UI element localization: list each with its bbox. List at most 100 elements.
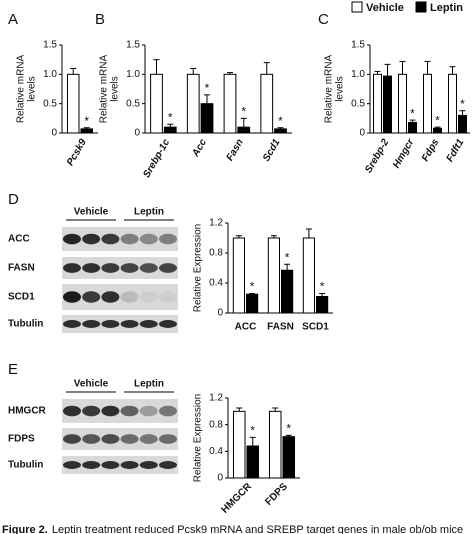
significance-label: *: [410, 106, 415, 120]
bar: [268, 410, 282, 479]
y-tick-label: 0.5: [43, 98, 57, 109]
x-tick-label: Hmgcr: [391, 136, 417, 170]
bar: [398, 73, 407, 134]
legend-label: Leptin: [430, 2, 463, 14]
blot-band: [101, 263, 120, 273]
blot-band: [159, 461, 177, 469]
blot-group-label: Leptin: [134, 379, 164, 390]
x-tick-label: ACC: [235, 322, 257, 333]
blot-row-label: SCD1: [8, 292, 35, 303]
panel-label: E: [8, 361, 18, 378]
bar: [373, 73, 382, 134]
bar: [448, 73, 457, 134]
y-axis-label: levels: [335, 76, 346, 102]
blot-band: [139, 263, 158, 273]
y-tick-label: 1.2: [209, 393, 223, 404]
y-axis-label: Relative mRNA: [16, 55, 27, 124]
blot-band: [159, 434, 177, 444]
bar: [260, 73, 274, 134]
blot-band: [120, 320, 139, 328]
significance-label: *: [460, 97, 465, 111]
significance-label: *: [285, 250, 290, 264]
bar: [282, 436, 296, 479]
blot-group-label: Vehicle: [74, 379, 109, 390]
blot-row-label: ACC: [8, 234, 30, 245]
significance-label: *: [278, 114, 283, 128]
blot-band: [159, 405, 177, 417]
bar: [163, 126, 177, 134]
y-tick-label: 1.2: [209, 218, 223, 229]
bar: [232, 237, 246, 314]
y-tick-label: 1.0: [351, 69, 365, 80]
bar: [408, 121, 417, 134]
blot-strip: [62, 428, 178, 450]
x-tick-label: Scd1: [261, 137, 283, 164]
significance-label: *: [435, 113, 440, 127]
blot-band: [63, 291, 81, 303]
blot-band: [120, 434, 139, 444]
x-tick-label: Pcsk9: [65, 137, 89, 168]
bar: [200, 103, 214, 134]
bar: [80, 128, 94, 134]
significance-label: *: [241, 105, 246, 119]
blot-band: [159, 291, 177, 303]
significance-label: *: [286, 422, 291, 436]
bar: [433, 127, 442, 134]
blot-strip: [62, 315, 178, 333]
y-axis-label: Relative mRNA: [99, 55, 110, 124]
bar: [150, 73, 163, 134]
y-tick-label: 0.8: [209, 419, 223, 430]
blot-band: [139, 291, 158, 303]
bar: [66, 73, 80, 134]
x-tick-label: HMGCR: [219, 481, 254, 516]
blot-group-label: Leptin: [134, 207, 164, 218]
x-tick-label: FASN: [267, 322, 294, 333]
y-tick-label: 1.5: [126, 40, 140, 51]
blot-band: [82, 291, 101, 303]
blot-band: [101, 405, 120, 417]
blot-band: [120, 263, 139, 273]
y-tick-label: 0: [217, 308, 223, 319]
significance-label: *: [205, 81, 210, 95]
blot-band: [82, 263, 101, 273]
blot-band: [101, 233, 120, 245]
significance-label: *: [250, 424, 255, 438]
blot-band: [139, 461, 158, 469]
bar: [316, 296, 329, 314]
y-tick-label: 0.4: [209, 278, 223, 289]
bar: [267, 237, 280, 314]
blot-strip: [62, 284, 178, 310]
blot-strip: [62, 399, 178, 423]
blot-strip: [62, 227, 178, 251]
y-tick-label: 1.0: [43, 69, 57, 80]
blot-strip: [62, 257, 178, 279]
blot-strip: [62, 456, 178, 474]
legend-swatch: [351, 1, 363, 13]
blot-band: [139, 434, 158, 444]
panel-label: B: [95, 11, 105, 28]
y-tick-label: 1.5: [351, 40, 365, 51]
x-tick-label: SCD1: [302, 322, 329, 333]
x-tick-label: Acc: [190, 137, 209, 160]
blot-band: [159, 320, 177, 328]
caption-label: Figure 2.: [2, 524, 48, 534]
blot-band: [139, 233, 158, 245]
x-tick-label: FDPS: [263, 481, 290, 508]
caption-text: Leptin treatment reduced Pcsk9 mRNA and …: [52, 524, 463, 534]
y-tick-label: 0.5: [351, 98, 365, 109]
blot-row-label: HMGCR: [8, 406, 47, 417]
blot-band: [82, 233, 101, 245]
bar: [223, 73, 237, 134]
bar: [302, 237, 315, 314]
y-axis-label: levels: [110, 76, 121, 102]
bar: [237, 126, 251, 134]
x-tick-label: Srebp-1c: [141, 137, 172, 180]
panel-label: A: [8, 11, 18, 28]
blot-band: [82, 461, 101, 469]
bar: [232, 410, 246, 479]
blot-row-label: FASN: [8, 263, 35, 274]
blot-band: [120, 461, 139, 469]
legend-label: Vehicle: [366, 2, 404, 14]
x-tick-label: Srebp-2: [363, 137, 391, 175]
x-tick-label: Fdft1: [445, 137, 467, 164]
